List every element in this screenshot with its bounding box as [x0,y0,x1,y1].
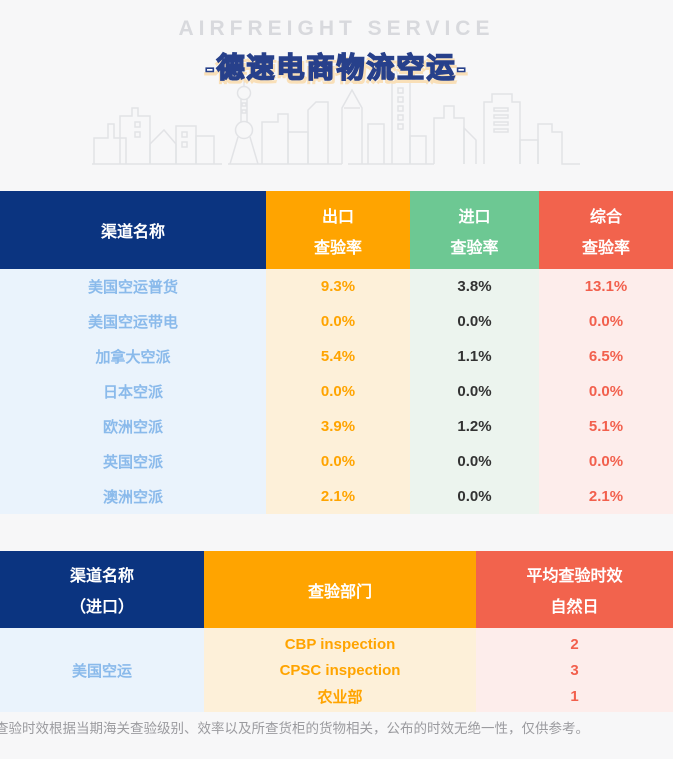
inspection-rate-table: 渠道名称 出口 查验率 进口 查验率 综合 查验率 美国空运普货 9.3% 3.… [0,191,673,514]
channel-name: 日本空派 [0,374,266,409]
hero-section: AIRFREIGHT SERVICE -德速电商物流空运- [0,0,673,191]
header-label-line1: 出口 [321,208,354,226]
sla-days-value: 2 [570,635,579,653]
eyebrow-text: AIRFREIGHT SERVICE [178,17,495,40]
export-rate: 0.0% [266,304,410,339]
import-rate: 0.0% [410,374,539,409]
column-header-combined-rate: 综合 查验率 [539,191,673,269]
channel-name: 美国空运带电 [0,304,266,339]
sla-days-list: 2 3 1 [476,628,673,712]
combined-rate: 6.5% [539,339,673,374]
export-rate: 3.9% [266,409,410,444]
combined-rate: 0.0% [539,374,673,409]
sla-days-value: 3 [570,661,579,679]
combined-rate: 13.1% [539,269,673,304]
department-item: CBP inspection [284,635,396,653]
column-header-export-rate: 出口 查验率 [266,191,410,269]
export-rate: 0.0% [266,444,410,479]
channel-name: 澳洲空派 [0,479,266,514]
department-item: 农业部 [317,688,363,706]
channel-name: 美国空运 [0,628,204,712]
city-skyline-illustration [91,66,580,165]
header-label-line1: 进口 [458,208,491,226]
export-rate: 2.1% [266,479,410,514]
header-label: 查验部门 [307,583,372,601]
export-rate: 0.0% [266,374,410,409]
header-label: 渠道名称 [100,224,165,241]
header-label-line1: 综合 [589,208,622,226]
header-label-line1: 渠道名称 [69,568,134,585]
channel-label: 美国空运 [71,662,132,680]
import-rate: 0.0% [410,479,539,514]
import-rate: 1.1% [410,339,539,374]
header-label-line2: （进口） [69,599,134,616]
combined-rate: 0.0% [539,304,673,339]
import-rate: 0.0% [410,304,539,339]
header-label-line2: 查验率 [581,239,630,257]
header-label-line2: 自然日 [550,599,599,616]
channel-name: 英国空派 [0,444,266,479]
department-item: CPSC inspection [279,661,401,679]
inspection-sla-table: 渠道名称 （进口） 查验部门 平均查验时效 自然日 [0,551,673,628]
column-header-average-sla: 平均查验时效 自然日 [476,551,673,628]
column-header-import-rate: 进口 查验率 [410,191,539,269]
combined-rate: 2.1% [539,479,673,514]
department-list: CBP inspection CPSC inspection 农业部 [204,628,476,712]
combined-rate: 5.1% [539,409,673,444]
export-rate: 5.4% [266,339,410,374]
sla-days-value: 1 [570,687,579,705]
header-label-line2: 查验率 [313,239,362,257]
channel-name: 欧洲空派 [0,409,266,444]
column-header-channel: 渠道名称 [0,191,266,269]
page-title: -德速电商物流空运- [204,51,468,84]
combined-rate: 0.0% [539,444,673,479]
column-header-channel-import: 渠道名称 （进口） [0,551,204,628]
import-rate: 3.8% [410,269,539,304]
disclaimer-note: 查验时效根据当期海关查验级别、效率以及所查货柜的货物相关，公布的时效无绝一性，仅… [0,721,589,736]
header-label-line2: 查验率 [450,239,499,257]
header-label-line1: 平均查验时效 [526,568,623,585]
import-rate: 1.2% [410,409,539,444]
column-header-department: 查验部门 [204,551,476,628]
channel-name: 美国空运普货 [0,269,266,304]
channel-name: 加拿大空派 [0,339,266,374]
export-rate: 9.3% [266,269,410,304]
import-rate: 0.0% [410,444,539,479]
inspection-sla-table-body: 美国空运 CBP inspection CPSC inspection 农业部 … [0,628,673,712]
